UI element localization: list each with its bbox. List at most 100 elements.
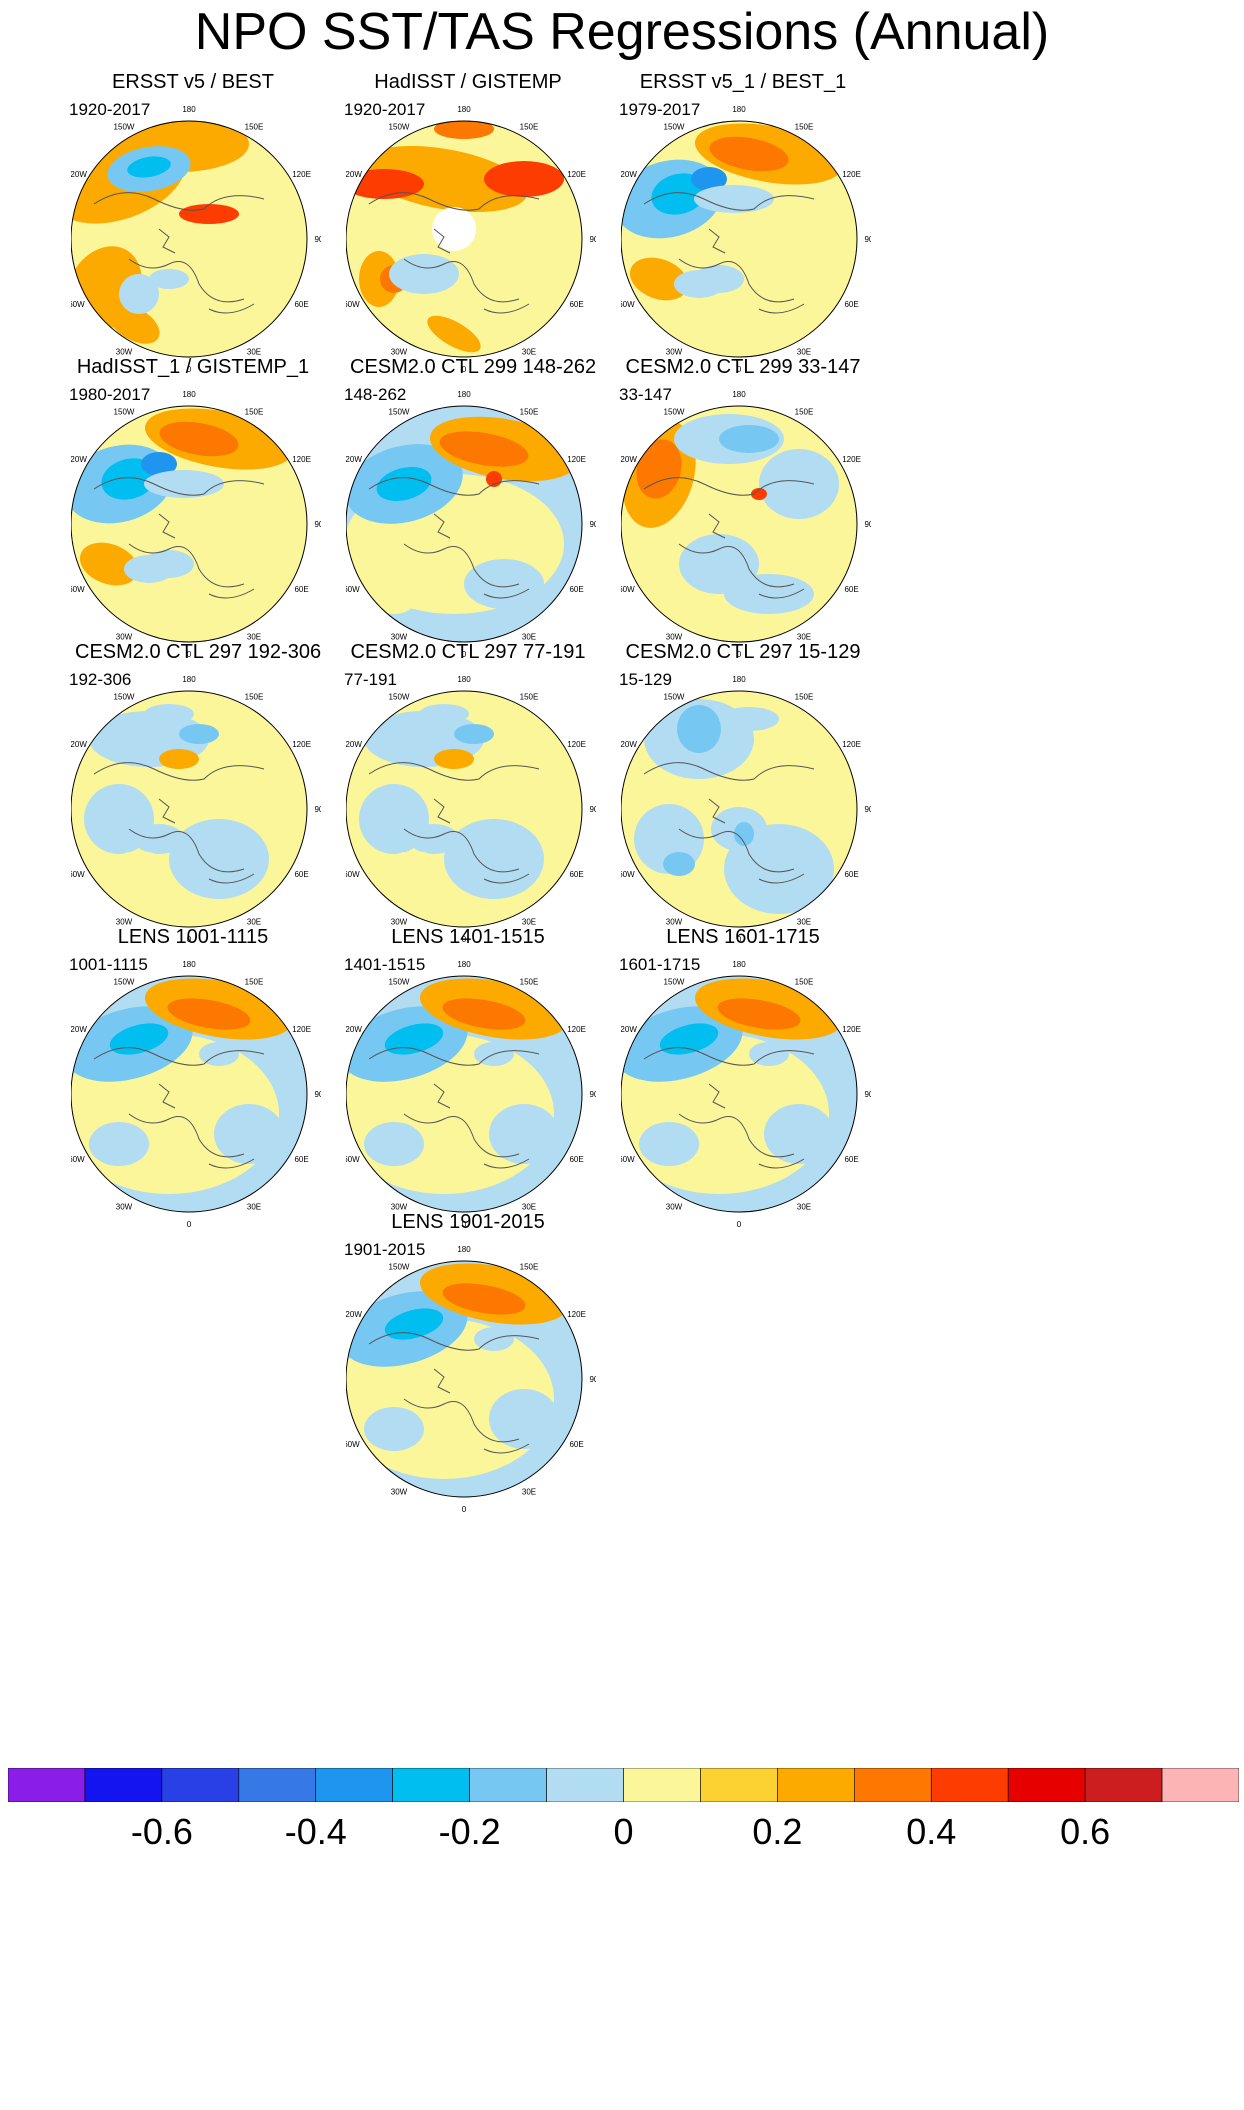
map-panel: LENS 1401-1515 1401-1515 180 150E 120E 90E 60E… [344, 925, 622, 1313]
coastline [643, 762, 815, 884]
longitude-label: 30E [522, 1203, 536, 1212]
anomaly-region [434, 749, 474, 769]
coastline [368, 1047, 540, 1169]
map-panel: CESM2.0 CTL 297 77-191 77-191 180 150E 120E 9… [344, 640, 622, 1028]
panel-title: LENS 1001-1115 [117, 926, 269, 948]
anomaly-region [108, 304, 160, 344]
panel-period: 1601-1715 [619, 955, 701, 974]
longitude-label: 30E [247, 348, 261, 357]
longitude-label: 60E [294, 1155, 308, 1164]
anomaly-region [89, 1122, 149, 1166]
panel-period: 1980-2017 [69, 385, 151, 404]
longitude-label: 150E [245, 122, 264, 131]
longitude-label: 30W [666, 1203, 683, 1212]
longitude-label: 120E [567, 1310, 586, 1319]
colorbar-swatch [469, 1768, 547, 1802]
longitude-label: 180 [457, 675, 471, 684]
panel-period: 33-147 [619, 385, 672, 404]
anomaly-region [427, 315, 481, 353]
anomaly-region [169, 819, 269, 899]
polar-map: 180150E120E90E60E30E030W60W90W120W150W [621, 675, 871, 944]
longitude-label: 90E [589, 235, 596, 244]
longitude-label: 30E [797, 348, 811, 357]
anomaly-region [724, 574, 814, 614]
polar-map: 180150E120E90E60E30E030W60W90W120W150W [71, 960, 321, 1229]
coastline [93, 1047, 265, 1169]
field-background [621, 691, 857, 927]
polar-map: 180150E120E90E60E30E030W60W90W120W150W [71, 390, 321, 659]
longitude-label: 0 [187, 1220, 192, 1229]
longitude-label: 90E [864, 235, 871, 244]
longitude-label: 180 [182, 390, 196, 399]
map-boundary [621, 405, 858, 643]
longitude-label: 60W [346, 1155, 360, 1164]
panel-period: 1401-1515 [344, 955, 426, 974]
longitude-label: 150E [520, 407, 539, 416]
anomaly-region [751, 488, 767, 500]
longitude-label: 0 [737, 1220, 742, 1229]
longitude-label: 120E [567, 740, 586, 749]
longitude-label: 150E [795, 977, 814, 986]
colorbar-swatch [161, 1768, 240, 1802]
longitude-label: 30E [522, 348, 536, 357]
longitude-label: 120E [842, 455, 861, 464]
panel-period: 148-262 [344, 385, 407, 404]
map-boundary [346, 120, 583, 358]
colorbar-swatch [854, 1768, 932, 1802]
anomaly-region [759, 449, 839, 519]
polar-map: 180150E120E90E60E30E030W60W90W120W150W [621, 390, 871, 659]
longitude-label: 30W [666, 918, 683, 927]
anomaly-region [376, 466, 432, 502]
map-panel: CESM2.0 CTL 299 33-147 33-147 180 150E 120E 9… [619, 355, 897, 743]
map-boundary [71, 120, 308, 358]
longitude-label: 30W [116, 348, 133, 357]
longitude-label: 150W [114, 977, 135, 986]
longitude-label: 90E [589, 805, 596, 814]
polar-map: 180150E120E90E60E30E030W60W90W120W150W [346, 960, 596, 1229]
anomaly-region [629, 257, 689, 301]
longitude-label: 0 [737, 650, 742, 659]
longitude-label: 90E [864, 1090, 871, 1099]
longitude-label: 120E [292, 1025, 311, 1034]
anomaly-region [691, 167, 727, 191]
longitude-label: 150W [664, 692, 685, 701]
map-panel: ERSST v5_1 / BEST_1 1979-2017 180 150E 120E 9… [619, 70, 897, 458]
map-boundary [621, 120, 858, 358]
longitude-label: 120W [71, 170, 87, 179]
longitude-label: 0 [737, 365, 742, 374]
longitude-label: 120E [567, 1025, 586, 1034]
longitude-label: 60W [71, 870, 85, 879]
longitude-label: 30W [391, 918, 408, 927]
longitude-label: 120W [71, 455, 87, 464]
anomaly-region [359, 251, 399, 307]
anomaly-region [134, 824, 184, 854]
longitude-label: 30E [522, 1488, 536, 1497]
longitude-label: 180 [457, 1245, 471, 1254]
coastline [368, 477, 540, 599]
longitude-label: 90E [589, 1090, 596, 1099]
anomaly-region [636, 439, 682, 499]
longitude-label: 60W [71, 300, 85, 309]
panel-title: ERSST v5_1 / BEST_1 [639, 71, 847, 93]
coastline [643, 1047, 815, 1169]
longitude-label: 60W [346, 1440, 360, 1449]
anomaly-region [419, 704, 469, 724]
longitude-label: 30W [391, 1203, 408, 1212]
anomaly-region [442, 998, 526, 1030]
colorbar-label: 0.6 [1060, 1811, 1111, 1852]
longitude-label: 60E [569, 870, 583, 879]
anomaly-region [489, 1104, 559, 1164]
longitude-label: 60W [621, 1155, 635, 1164]
anomaly-region [409, 824, 459, 854]
anomaly-region [141, 452, 177, 476]
polar-map: 180150E120E90E60E30E030W60W90W120W150W [346, 675, 596, 944]
longitude-label: 150E [520, 977, 539, 986]
longitude-label: 120W [346, 740, 362, 749]
longitude-label: 180 [182, 960, 196, 969]
anomaly-region [663, 852, 695, 876]
anomaly-region [464, 559, 544, 609]
anomaly-region [144, 470, 224, 498]
anomaly-region [709, 136, 789, 172]
colorbar-label: 0.2 [752, 1811, 803, 1852]
anomaly-region [434, 121, 494, 139]
